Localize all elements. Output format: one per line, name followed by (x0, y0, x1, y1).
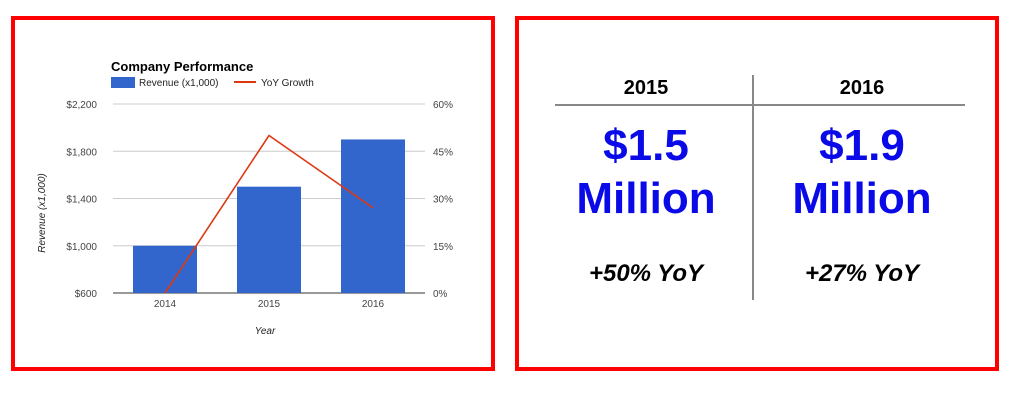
summary-column-2016: 2016 $1.9 Million +27% YoY (757, 20, 967, 367)
legend: Revenue (x1,000) YoY Growth (111, 77, 314, 89)
legend-label-yoy: YoY Growth (261, 78, 314, 89)
legend-label-revenue: Revenue (x1,000) (139, 78, 219, 89)
summary-panel: 2015 $1.5 Million +50% YoY 2016 $1.9 Mil… (515, 16, 999, 371)
revenue-amount: $1.5 (603, 121, 689, 170)
y-tick-label: $2,200 (66, 100, 97, 111)
x-axis-label: Year (255, 326, 276, 337)
summary-column-2015: 2015 $1.5 Million +50% YoY (541, 20, 751, 367)
yoy-growth-text: +27% YoY (804, 260, 920, 287)
combo-chart: $600 $1,000 $1,400 $1,800 $2,200 0% 15% 30% 45% 6… (37, 59, 453, 337)
y2-tick-label: 45% (433, 147, 453, 158)
revenue-bar (133, 245, 197, 293)
y-axis-label: Revenue (x1,000) (37, 173, 48, 253)
y2-tick-label: 15% (433, 242, 453, 253)
x-tick-label: 2014 (154, 299, 177, 310)
revenue-unit: Million (792, 174, 932, 223)
yoy-growth-line (164, 134, 374, 294)
x-tick-label: 2016 (362, 299, 385, 310)
y-tick-label: $1,800 (66, 147, 97, 158)
revenue-unit: Million (576, 174, 716, 223)
header-divider (555, 104, 965, 106)
legend-swatch-revenue (111, 77, 135, 88)
y2-tick-label: 60% (433, 100, 453, 111)
axis-ticks: $600 $1,000 $1,400 $1,800 $2,200 0% 15% 30% 45% 6… (66, 100, 453, 310)
y2-tick-label: 0% (433, 289, 448, 300)
y-tick-label: $600 (75, 289, 98, 300)
chart-panel: $600 $1,000 $1,400 $1,800 $2,200 0% 15% 30% 45% 6… (11, 16, 495, 371)
y2-tick-label: 30% (433, 195, 453, 206)
x-tick-label: 2015 (258, 299, 281, 310)
year-heading: 2016 (839, 77, 885, 99)
year-heading: 2015 (623, 77, 669, 99)
revenue-bar (237, 186, 301, 293)
yoy-growth-text: +50% YoY (588, 260, 704, 287)
revenue-amount: $1.9 (819, 121, 905, 170)
column-divider (752, 75, 754, 300)
revenue-bar (341, 139, 405, 293)
yoy-growth-path (164, 134, 374, 294)
y-tick-label: $1,400 (66, 195, 97, 206)
y-tick-label: $1,000 (66, 242, 97, 253)
revenue-bars (133, 139, 405, 293)
chart-title: Company Performance (111, 59, 253, 74)
